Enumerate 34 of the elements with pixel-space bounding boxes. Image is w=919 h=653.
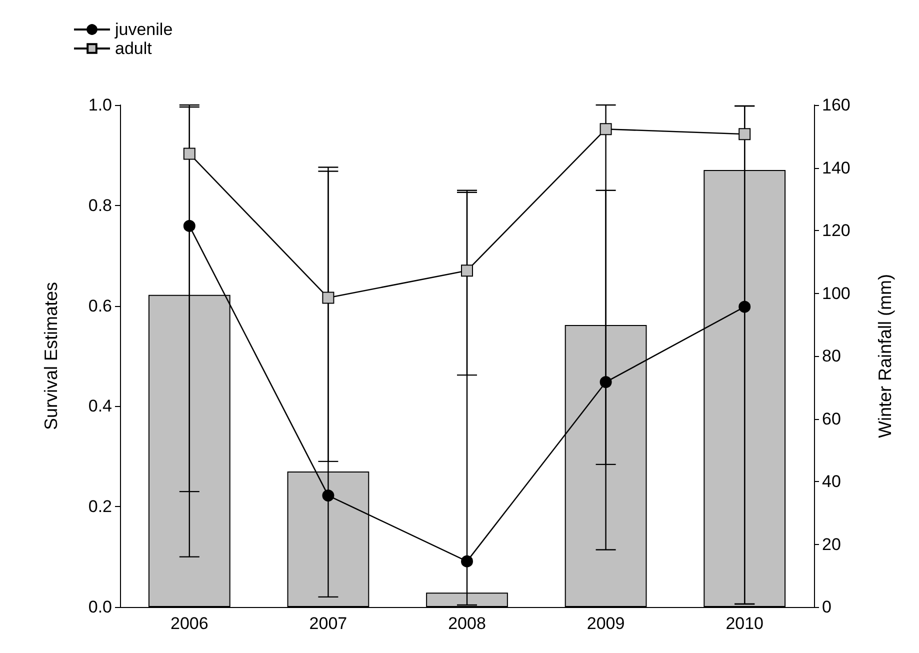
x-tick-label: 2007 xyxy=(309,614,348,633)
y2-tick-label: 160 xyxy=(822,96,850,114)
y2-tick-label: 100 xyxy=(822,284,850,303)
point xyxy=(738,128,751,140)
y-tick-label: 0.6 xyxy=(88,296,112,316)
y-tick-label: 0.0 xyxy=(88,598,112,616)
point xyxy=(183,148,196,160)
point xyxy=(600,376,612,388)
y-tick-label: 0.4 xyxy=(88,396,112,416)
point xyxy=(461,555,473,568)
x-tick-label: 2010 xyxy=(726,614,764,633)
y-tick-label: 0.2 xyxy=(88,497,112,516)
y-tick-label: 1.0 xyxy=(88,96,112,114)
y2-tick-label: 120 xyxy=(822,221,850,240)
y2-tick-label: 0 xyxy=(822,598,832,616)
y2-tick-label: 80 xyxy=(822,346,841,366)
legend-label: juvenile xyxy=(114,20,173,39)
y2-tick-label: 60 xyxy=(822,409,841,428)
y2-tick-label: 40 xyxy=(822,472,841,491)
y-tick-label: 0.8 xyxy=(88,196,112,215)
x-tick-label: 2008 xyxy=(448,614,486,633)
point xyxy=(183,220,196,232)
y-axis-title: Survival Estimates xyxy=(41,282,61,430)
y2-tick-label: 20 xyxy=(822,534,841,554)
x-tick-label: 2009 xyxy=(586,614,625,633)
y2-tick-label: 140 xyxy=(822,158,850,178)
point xyxy=(461,264,473,277)
y2-axis-title: Winter Rainfall (mm) xyxy=(875,274,895,438)
legend-label: adult xyxy=(115,39,152,58)
point xyxy=(600,123,612,136)
point xyxy=(322,490,334,502)
point xyxy=(322,292,334,304)
point xyxy=(738,300,751,313)
x-tick-label: 2006 xyxy=(170,614,208,633)
